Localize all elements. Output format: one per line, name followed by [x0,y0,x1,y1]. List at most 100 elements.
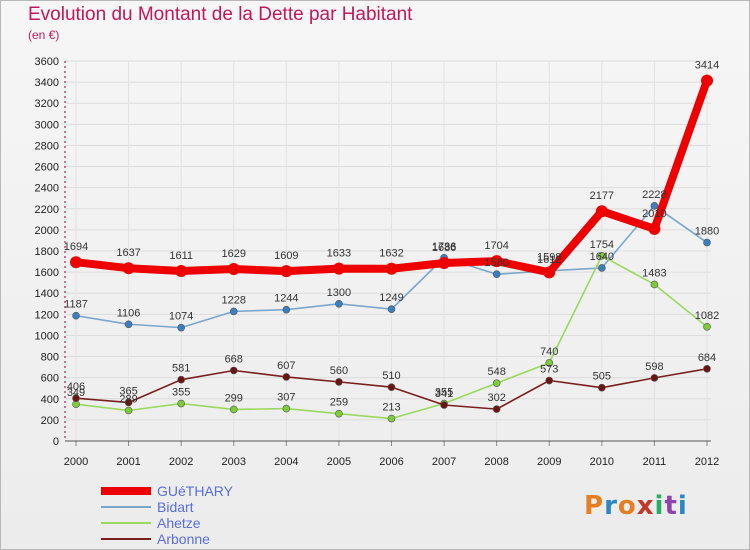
data-point-gu-thary [332,262,345,275]
logo-letter: r [604,491,618,521]
data-point-ahetze [545,359,554,367]
y-tick-label: 1800 [35,246,59,258]
data-point-ahetze [229,405,238,414]
data-label-gu-thary: 1632 [379,248,403,260]
logo-letter: x [636,491,655,521]
x-tick-label: 2002 [169,456,193,468]
data-point-bidart [598,264,606,272]
legend-label-bidart: Bidart [157,499,194,515]
x-tick-label: 2012 [695,456,719,468]
data-label-arbonne: 560 [330,365,348,377]
data-point-ahetze [124,406,133,415]
data-label-gu-thary: 1598 [537,251,561,263]
data-label-ahetze: 1483 [642,267,666,279]
data-point-bidart [650,202,659,210]
data-label-gu-thary: 1611 [169,250,193,262]
x-tick-label: 2006 [379,456,403,468]
data-point-arbonne [387,383,396,391]
data-point-bidart [387,305,396,313]
data-label-gu-thary: 2010 [642,208,666,220]
y-tick-label: 2600 [35,162,59,174]
data-point-gu-thary [175,264,188,277]
x-tick-label: 2004 [274,456,298,468]
data-point-gu-thary [701,74,713,87]
x-tick-label: 2005 [327,456,351,468]
data-label-bidart: 1580 [484,257,508,269]
data-label-gu-thary: 1704 [484,240,508,252]
data-label-ahetze: 355 [172,387,190,399]
y-tick-label: 2400 [35,183,59,195]
y-tick-label: 2800 [35,140,59,152]
data-label-arbonne: 510 [382,370,400,382]
data-point-ahetze [650,280,659,289]
data-point-arbonne [229,366,238,375]
data-label-gu-thary: 1609 [274,250,298,262]
data-label-bidart: 1612 [537,254,561,266]
y-tick-label: 3200 [35,98,59,110]
data-point-arbonne [177,375,185,384]
data-label-arbonne: 505 [593,371,611,383]
data-point-bidart [282,305,291,314]
data-label-bidart: 1300 [327,287,351,299]
data-point-gu-thary [385,262,398,275]
x-tick-label: 2000 [64,456,88,468]
data-label-bidart: 1880 [695,226,719,238]
data-label-arbonne: 341 [435,388,453,400]
y-tick-label: 1600 [35,267,59,279]
data-label-ahetze: 289 [119,393,137,405]
data-point-bidart [229,307,238,316]
data-point-ahetze [598,252,606,260]
data-point-arbonne [598,383,606,392]
data-label-ahetze: 1754 [590,239,614,251]
x-tick-label: 2011 [643,456,667,468]
data-point-bidart [124,320,133,329]
y-tick-label: 0 [53,436,59,448]
logo-letter: i [677,491,688,521]
legend-label-ahetze: Ahetze [157,515,201,531]
data-label-gu-thary: 1633 [327,248,351,260]
y-tick-label: 3600 [35,56,59,68]
data-label-bidart: 1736 [432,241,456,253]
y-tick-label: 400 [41,394,59,406]
data-label-arbonne: 668 [225,353,243,365]
data-label-arbonne: 302 [487,392,505,404]
data-label-gu-thary: 3414 [695,60,719,72]
x-tick-label: 2009 [537,456,561,468]
data-point-ahetze [177,399,185,408]
data-point-ahetze [492,379,501,387]
y-tick-label: 1200 [35,309,59,321]
data-label-ahetze: 355 [435,387,453,399]
chart-unit-label: (en €) [28,28,60,42]
y-tick-label: 200 [41,415,59,427]
data-label-ahetze: 213 [382,402,400,414]
data-label-bidart: 1187 [64,299,88,311]
data-label-arbonne: 581 [172,363,190,375]
data-point-gu-thary [227,263,240,276]
data-point-ahetze [335,409,343,418]
data-label-bidart: 1074 [169,311,193,323]
data-label-arbonne: 607 [277,360,295,372]
data-point-arbonne [335,378,343,386]
y-tick-label: 800 [41,352,59,364]
y-tick-label: 2200 [35,204,59,216]
data-point-gu-thary [122,262,135,275]
data-label-arbonne: 365 [119,385,137,397]
data-point-ahetze [703,322,711,331]
data-point-bidart [72,311,80,320]
logo-letter: i [654,491,665,521]
data-label-ahetze: 349 [67,387,85,399]
data-label-arbonne: 598 [645,361,663,373]
data-point-bidart [703,238,711,247]
data-point-gu-thary [543,266,556,279]
data-point-gu-thary [438,257,451,270]
data-point-arbonne [72,394,80,402]
data-label-gu-thary: 1637 [116,247,140,259]
y-tick-label: 2000 [35,225,59,237]
x-tick-label: 2001 [116,456,140,468]
y-tick-label: 600 [41,373,59,385]
data-label-ahetze: 299 [225,392,243,404]
data-label-ahetze: 740 [540,346,558,358]
data-label-ahetze: 548 [487,366,505,378]
